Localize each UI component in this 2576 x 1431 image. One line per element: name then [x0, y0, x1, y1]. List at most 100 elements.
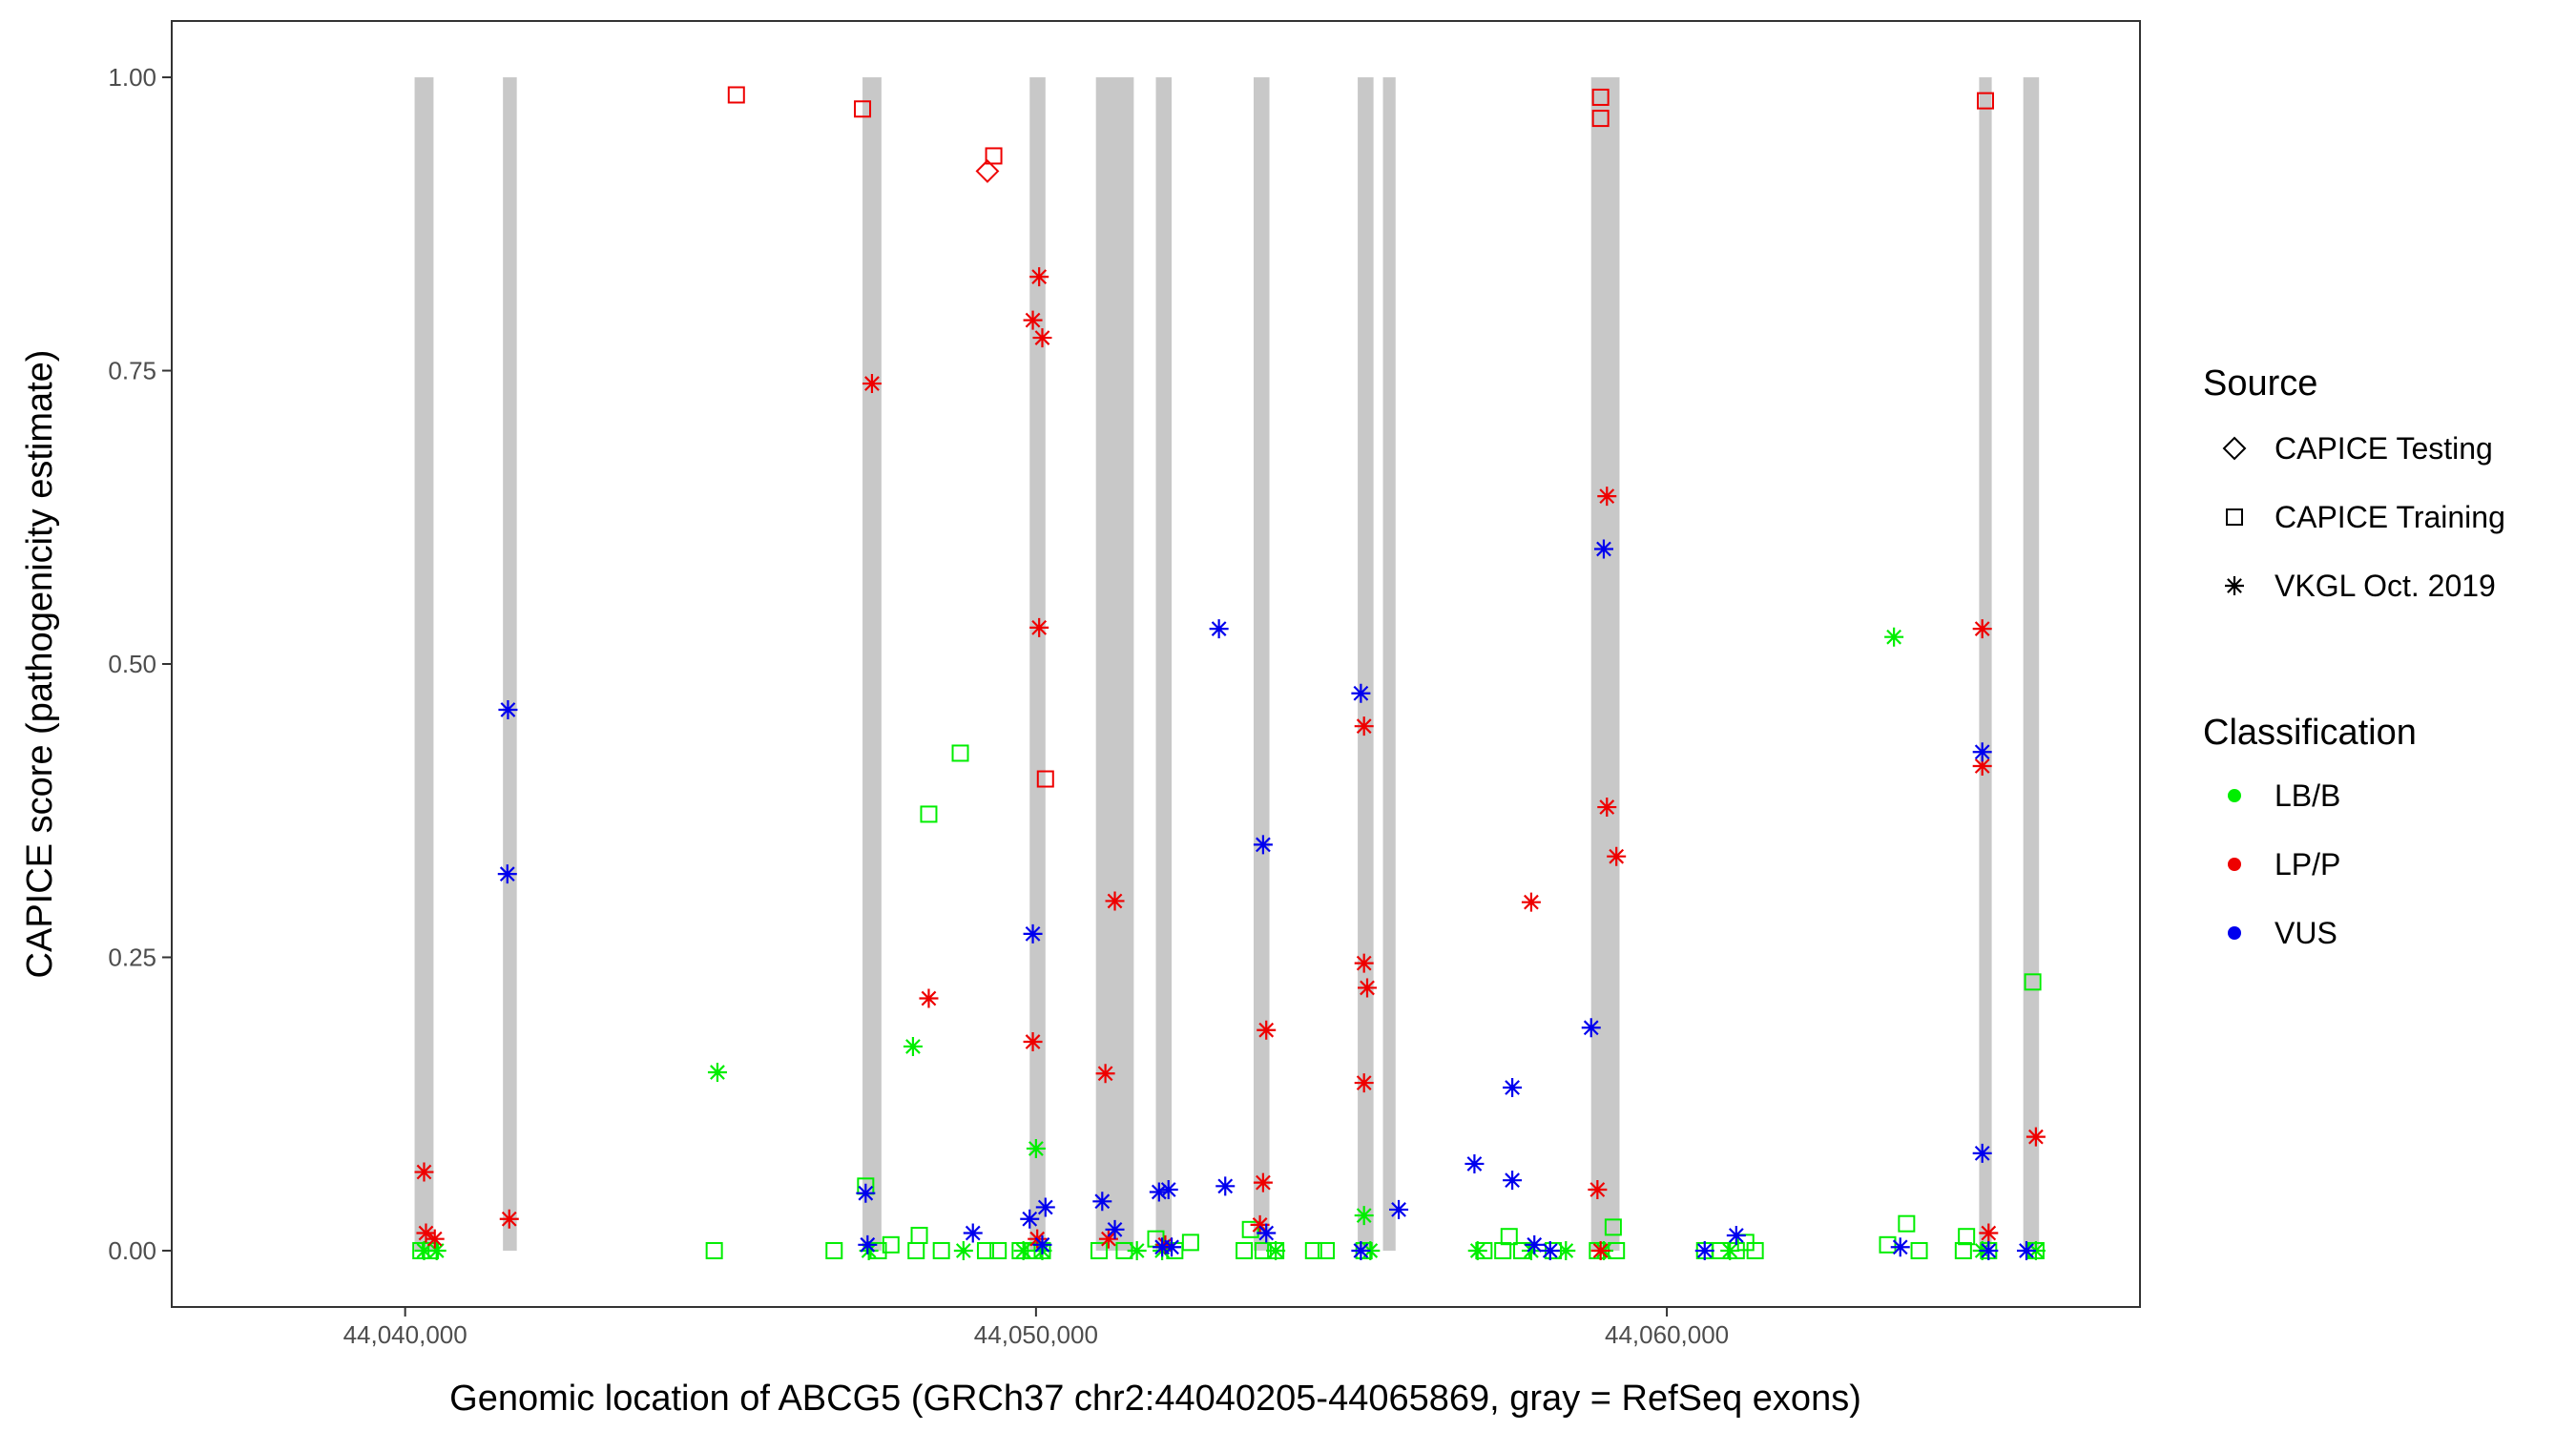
data-point: [2024, 973, 2042, 991]
data-point: [1500, 1228, 1518, 1246]
data-point: [2025, 1127, 2046, 1147]
y-tick-label: 0.75: [108, 357, 156, 385]
data-point: [1158, 1180, 1178, 1200]
data-point: [1879, 1235, 1897, 1254]
data-point: [1354, 1073, 1374, 1093]
data-point: [1257, 1223, 1277, 1243]
data-point: [1954, 1241, 1972, 1259]
data-point: [1105, 891, 1125, 911]
data-point: [1898, 1214, 1916, 1233]
data-point: [1354, 953, 1374, 973]
data-point: [498, 699, 518, 719]
data-point: [1351, 683, 1371, 703]
data-point: [1581, 1018, 1601, 1038]
y-axis-title: CAPICE score (pathogenicity estimate): [20, 350, 60, 979]
data-point: [1694, 1240, 1714, 1260]
data-point: [2016, 1240, 2036, 1260]
exon-band: [1095, 77, 1134, 1251]
data-point: [414, 1240, 434, 1260]
legend-classification-label: LP/P: [2275, 847, 2340, 881]
data-point: [1979, 1240, 1999, 1260]
data-point: [1013, 1240, 1033, 1260]
data-point: [1304, 1241, 1322, 1259]
data-point: [858, 1234, 878, 1255]
data-point: [920, 805, 938, 823]
data-point: [1521, 892, 1541, 912]
data-points: [412, 86, 2046, 1260]
data-point: [1588, 1180, 1608, 1200]
data-point: [1591, 88, 1610, 106]
data-point: [1540, 1240, 1560, 1260]
legend-source-title: Source: [2203, 363, 2317, 404]
data-point: [1318, 1241, 1336, 1259]
data-point: [953, 1240, 973, 1260]
x-tick-label: 44,050,000: [974, 1320, 1098, 1349]
data-point: [1209, 619, 1229, 639]
legend-key-diamond: [2222, 436, 2247, 461]
data-point: [1250, 1214, 1270, 1234]
data-point: [1597, 487, 1617, 507]
legend-source-label: CAPICE Training: [2275, 500, 2505, 534]
data-point: [1556, 1240, 1576, 1260]
data-point: [1972, 619, 1992, 639]
legend-classification-label: VUS: [2275, 916, 2337, 950]
legend: Source Classification CAPICE Testing CAPI…: [2203, 363, 2505, 950]
data-point: [1090, 1241, 1108, 1259]
data-point: [1604, 1218, 1622, 1236]
data-point: [425, 1229, 445, 1249]
legend-classification-title: Classification: [2203, 713, 2417, 753]
data-point: [1890, 1237, 1910, 1257]
data-point: [1029, 267, 1049, 287]
data-point: [963, 1223, 983, 1243]
data-point: [1726, 1225, 1746, 1245]
data-point: [1494, 1241, 1512, 1259]
legend-source-label: CAPICE Testing: [2275, 431, 2493, 466]
data-point: [1253, 835, 1273, 855]
data-point: [1236, 1241, 1254, 1259]
data-point: [1032, 1234, 1052, 1255]
data-point: [1354, 716, 1374, 736]
legend-key-dot: [2228, 789, 2241, 802]
legend-classification-label: LB/B: [2275, 778, 2340, 813]
data-point: [426, 1240, 447, 1260]
data-point: [856, 1183, 876, 1203]
data-point: [1597, 798, 1617, 818]
data-point: [1127, 1240, 1147, 1260]
data-point: [1521, 1240, 1541, 1260]
data-point: [1092, 1192, 1112, 1212]
data-point: [1253, 1172, 1273, 1192]
data-point: [1591, 110, 1610, 128]
data-point: [903, 1036, 923, 1056]
data-point: [1525, 1234, 1545, 1255]
exon-band: [2023, 77, 2040, 1251]
data-point: [1972, 757, 1992, 777]
data-point: [985, 147, 1003, 165]
data-point: [1358, 978, 1378, 998]
data-point: [1266, 1240, 1286, 1260]
data-point: [1181, 1234, 1199, 1252]
data-point: [1503, 1171, 1523, 1191]
legend-key-square: [2226, 508, 2243, 526]
data-point: [919, 988, 939, 1008]
data-point: [975, 159, 1000, 183]
exon-band: [1382, 77, 1396, 1251]
data-point: [1503, 1078, 1523, 1097]
data-point: [1023, 1032, 1043, 1052]
data-point: [1026, 1138, 1046, 1158]
exon-band: [1358, 77, 1374, 1251]
legend-source-label: VKGL Oct. 2019: [2275, 569, 2496, 603]
data-point: [1720, 1240, 1740, 1260]
x-tick-label: 44,040,000: [343, 1320, 467, 1349]
data-point: [976, 1241, 994, 1259]
data-point: [1029, 617, 1049, 637]
data-point: [859, 1240, 879, 1260]
data-point: [1032, 328, 1052, 348]
data-point: [989, 1241, 1008, 1259]
data-point: [1958, 1228, 1976, 1246]
legend-key-asterisk: [2225, 576, 2244, 595]
data-point: [1884, 627, 1904, 647]
data-point: [1098, 1229, 1118, 1249]
data-point: [705, 1241, 723, 1259]
data-point: [1035, 1197, 1055, 1217]
data-point: [1746, 1241, 1764, 1259]
